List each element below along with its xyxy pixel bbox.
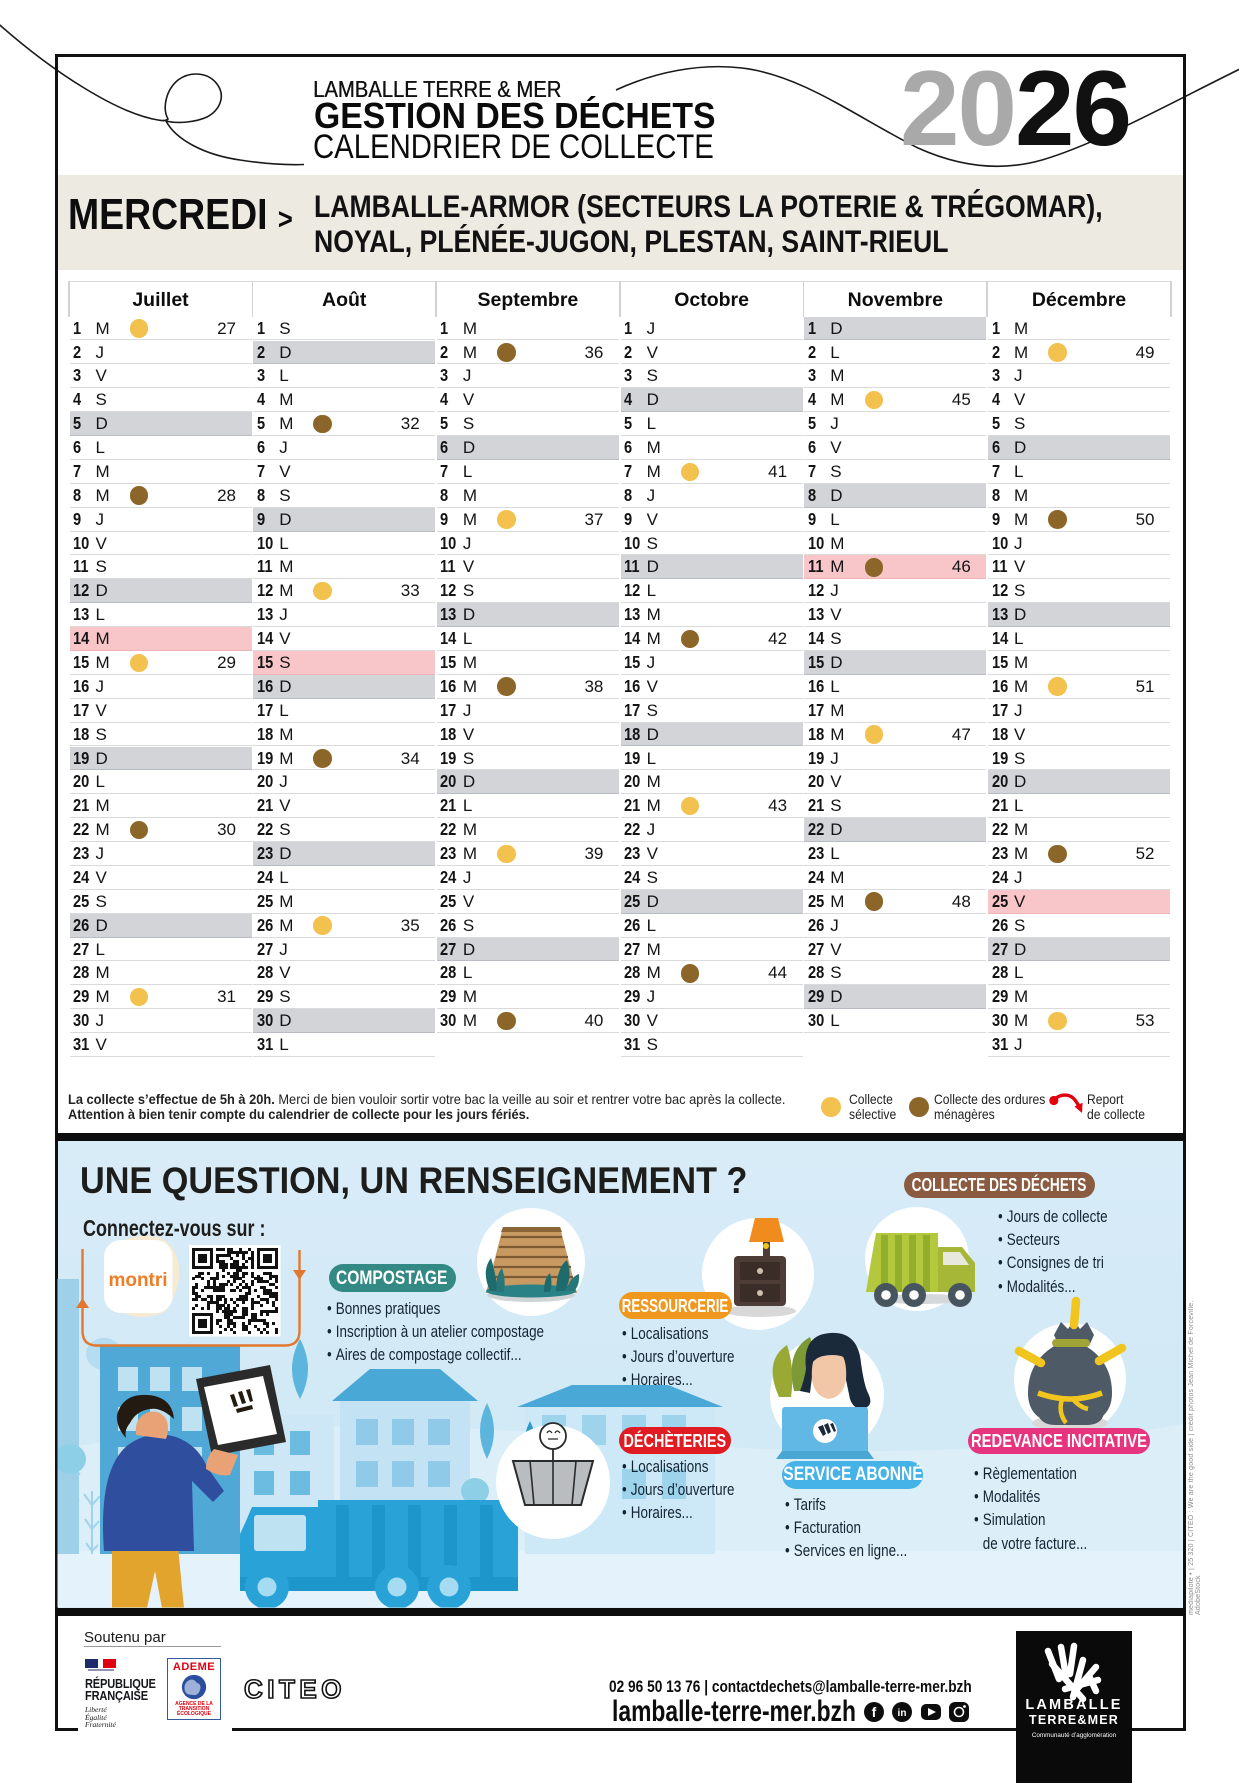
svg-text:in: in bbox=[898, 1708, 907, 1719]
svg-text:LAMBALLE: LAMBALLE bbox=[1025, 1697, 1122, 1713]
svg-text:Communauté d’agglomération: Communauté d’agglomération bbox=[1032, 1732, 1117, 1739]
svg-text:f: f bbox=[872, 1704, 877, 1720]
svg-text:TERRE&MER: TERRE&MER bbox=[1029, 1713, 1119, 1727]
